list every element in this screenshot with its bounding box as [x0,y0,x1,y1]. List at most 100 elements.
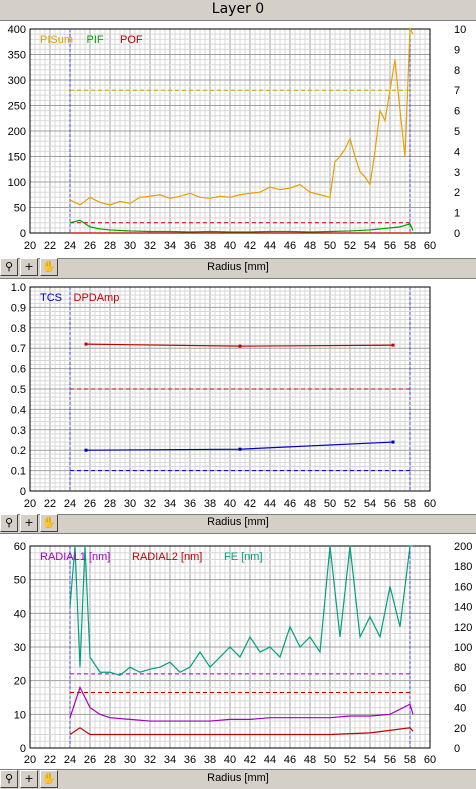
legend-entry: RADIAL2 [nm] [132,551,202,563]
x-tick-label: 58 [404,498,416,510]
x-tick-label: 54 [364,240,376,252]
y-tick-label-left: 250 [8,101,26,113]
x-tick-label: 24 [64,240,76,252]
y-tick-label-right: 160 [454,581,472,593]
x-tick-label: 40 [224,754,236,766]
zoom-icon[interactable]: ⚲ [0,770,18,788]
chart-panel-radial: 0 10 20 30 40 50 60 0 20 40 60 80 100 120 140 160 180 200… [0,533,476,770]
y-tick-label-left: 0.9 [11,302,26,314]
x-tick-label: 28 [104,240,116,252]
x-tick-label: 52 [344,754,356,766]
x-tick-label: 44 [264,754,276,766]
x-tick-label: 32 [144,498,156,510]
x-tick-label: 20 [24,754,36,766]
plot-frame [29,286,431,492]
x-tick-label: 28 [104,754,116,766]
y-tick-label-right: 7 [454,85,460,97]
y-tick-label-right: 0 [454,228,460,240]
zoom-icon[interactable]: ⚲ [0,514,18,532]
x-tick-label: 26 [84,498,96,510]
y-tick-label-right: 0 [454,743,460,755]
x-tick-label: 44 [264,240,276,252]
y-tick-label-right: 10 [454,24,466,36]
x-tick-label: 26 [84,240,96,252]
legend-entry: PISum [40,34,73,46]
x-tick-label: 24 [64,754,76,766]
chart-toolbar-1: ⚲ + ✋ [0,258,58,276]
y-tick-label-left: 50 [14,203,26,215]
x-tick-label: 24 [64,498,76,510]
x-tick-label: 46 [284,240,296,252]
y-tick-label-right: 1 [454,208,460,220]
chart-toolbar-2: ⚲ + ✋ [0,514,58,532]
grid [29,286,431,492]
x-tick-label: 46 [284,498,296,510]
pan-hand-icon[interactable]: ✋ [40,514,58,532]
x-tick-label: 50 [324,240,336,252]
x-tick-label: 52 [344,240,356,252]
legend-entry: POF [120,34,143,46]
data-point [391,343,395,347]
legend-entry: TCS [40,292,62,304]
zoom-icon[interactable]: ⚲ [0,258,18,276]
y-tick-label-left: 300 [8,75,26,87]
x-tick-label: 54 [364,754,376,766]
x-tick-label: 50 [324,498,336,510]
y-tick-label-right: 80 [454,662,466,674]
data-point [238,447,242,451]
plot-frame [29,545,431,749]
y-tick-label-right: 100 [454,642,472,654]
legend-entry: RADIAL1 [nm] [40,551,110,563]
x-tick-label: 36 [184,240,196,252]
x-tick-label: 36 [184,498,196,510]
y-tick-label-left: 0 [20,228,26,240]
pan-hand-icon[interactable]: ✋ [40,258,58,276]
y-tick-label-right: 60 [454,682,466,694]
x-tick-label: 30 [124,240,136,252]
x-tick-label: 58 [404,240,416,252]
x-tick-label: 22 [44,498,56,510]
y-tick-label-left: 0 [20,743,26,755]
y-tick-label-left: 0.5 [11,384,26,396]
y-tick-label-left: 0.7 [11,343,26,355]
y-tick-label-left: 60 [14,541,26,553]
data-point [84,448,88,452]
legend-entry: FE [nm] [224,551,263,563]
y-tick-label-left: 0.2 [11,445,26,457]
x-tick-label: 34 [164,754,176,766]
x-tick-label: 38 [204,240,216,252]
y-tick-label-left: 0.3 [11,425,26,437]
x-tick-label: 42 [244,498,256,510]
series-line-pif [69,219,414,233]
y-tick-label-left: 30 [14,642,26,654]
x-axis-label: Radius [mm] [207,261,269,273]
y-tick-label-left: 200 [8,126,26,138]
x-tick-label: 42 [244,754,256,766]
y-tick-label-right: 120 [454,622,472,634]
x-tick-label: 50 [324,754,336,766]
x-tick-label: 34 [164,240,176,252]
x-tick-label: 34 [164,498,176,510]
series-line-radial1-nm- [69,685,414,722]
y-tick-label-left: 1.0 [11,282,26,294]
crosshair-icon[interactable]: + [20,514,38,532]
y-tick-label-left: 0.6 [11,364,26,376]
crosshair-icon[interactable]: + [20,258,38,276]
x-tick-label: 38 [204,754,216,766]
x-tick-label: 42 [244,240,256,252]
x-axis-label: Radius [mm] [207,772,269,784]
y-tick-label-right: 20 [454,723,466,735]
x-tick-label: 26 [84,754,96,766]
x-tick-label: 58 [404,754,416,766]
x-tick-label: 40 [224,240,236,252]
x-tick-label: 60 [424,240,436,252]
x-tick-label: 32 [144,240,156,252]
y-tick-label-right: 140 [454,602,472,614]
crosshair-icon[interactable]: + [20,770,38,788]
pan-hand-icon[interactable]: ✋ [40,770,58,788]
y-tick-label-right: 3 [454,167,460,179]
y-tick-label-right: 200 [454,541,472,553]
x-tick-label: 56 [384,240,396,252]
y-tick-label-left: 400 [8,24,26,36]
